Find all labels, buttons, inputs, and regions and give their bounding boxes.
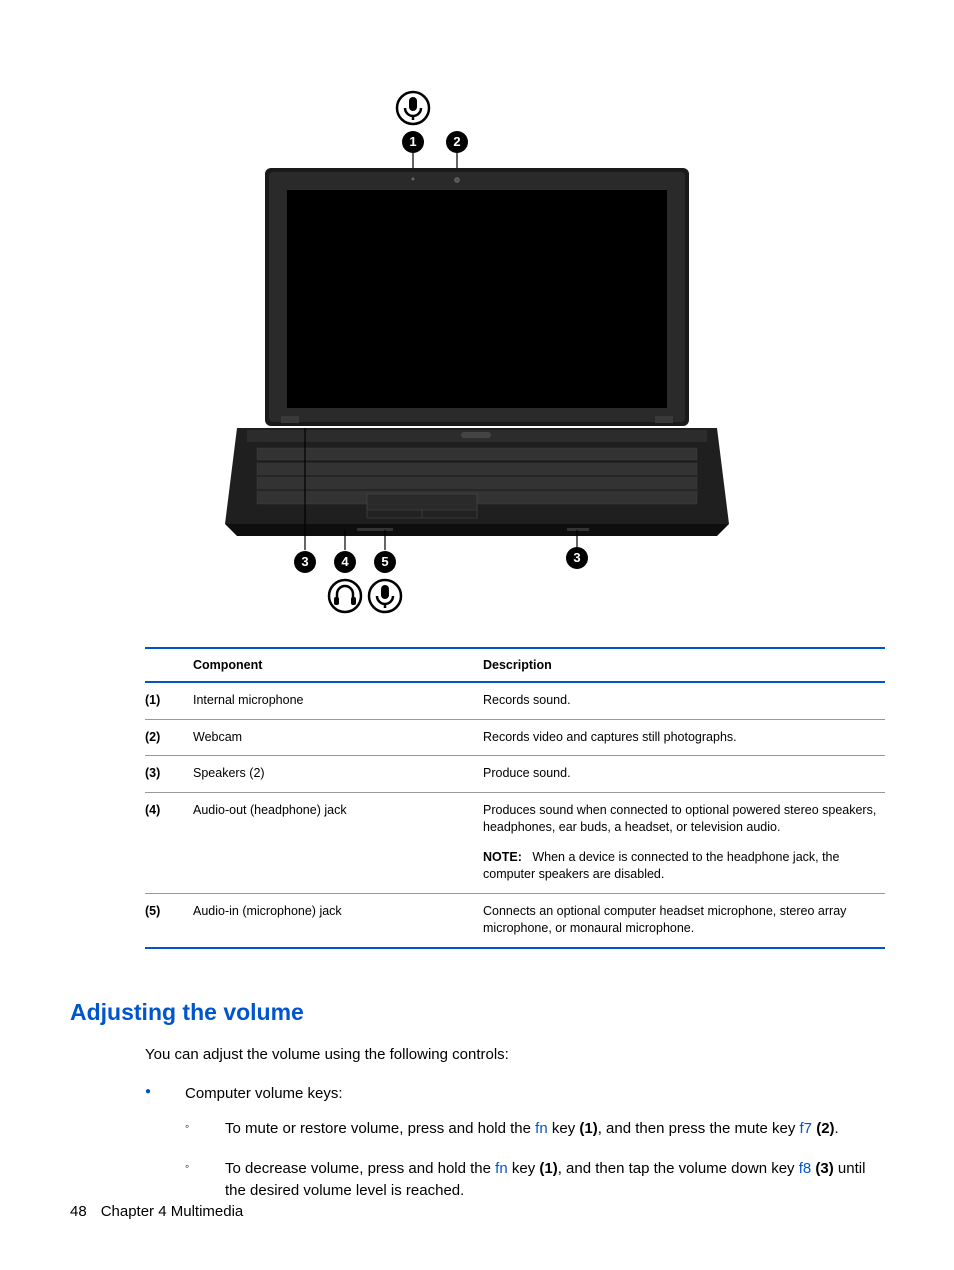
table-row: (4) Audio-out (headphone) jack Produces … xyxy=(145,792,885,893)
chapter-label: Chapter 4 Multimedia xyxy=(101,1203,244,1220)
table-row: (2) Webcam Records video and captures st… xyxy=(145,719,885,756)
table-row: (3) Speakers (2) Produce sound. xyxy=(145,756,885,793)
note-label: NOTE: xyxy=(483,850,522,864)
note-text: When a device is connected to the headph… xyxy=(483,850,839,882)
fn-key: fn xyxy=(535,1120,548,1137)
f7-key: f7 xyxy=(800,1120,813,1137)
svg-text:1: 1 xyxy=(409,134,416,149)
svg-text:2: 2 xyxy=(453,134,460,149)
laptop-diagram: 1 2 xyxy=(70,90,884,635)
sub-list-item: To mute or restore volume, press and hol… xyxy=(185,1118,884,1140)
sub-list-item: To decrease volume, press and hold the f… xyxy=(185,1158,884,1202)
page-number: 48 xyxy=(70,1203,87,1220)
bullet1-text: Computer volume keys: xyxy=(185,1085,343,1102)
svg-text:4: 4 xyxy=(341,554,349,569)
fn-key: fn xyxy=(495,1160,508,1177)
header-component: Component xyxy=(193,648,483,682)
laptop-svg: 1 2 xyxy=(217,90,737,630)
page-footer: 48 Chapter 4 Multimedia xyxy=(70,1203,243,1220)
section-heading: Adjusting the volume xyxy=(70,999,884,1026)
headphone-icon xyxy=(329,580,361,612)
row4-desc: Produces sound when connected to optiona… xyxy=(483,803,876,835)
header-description: Description xyxy=(483,648,885,682)
svg-text:3: 3 xyxy=(301,554,308,569)
f8-key: f8 xyxy=(799,1160,812,1177)
microphone-icon xyxy=(369,580,401,612)
volume-controls-list: Computer volume keys: To mute or restore… xyxy=(145,1083,884,1202)
svg-text:3: 3 xyxy=(573,550,580,565)
component-table: Component Description (1) Internal micro… xyxy=(145,647,885,949)
table-row: (1) Internal microphone Records sound. xyxy=(145,682,885,719)
section-intro: You can adjust the volume using the foll… xyxy=(145,1044,884,1065)
list-item: Computer volume keys: To mute or restore… xyxy=(145,1083,884,1202)
table-row: (5) Audio-in (microphone) jack Connects … xyxy=(145,893,885,948)
svg-text:5: 5 xyxy=(381,554,388,569)
